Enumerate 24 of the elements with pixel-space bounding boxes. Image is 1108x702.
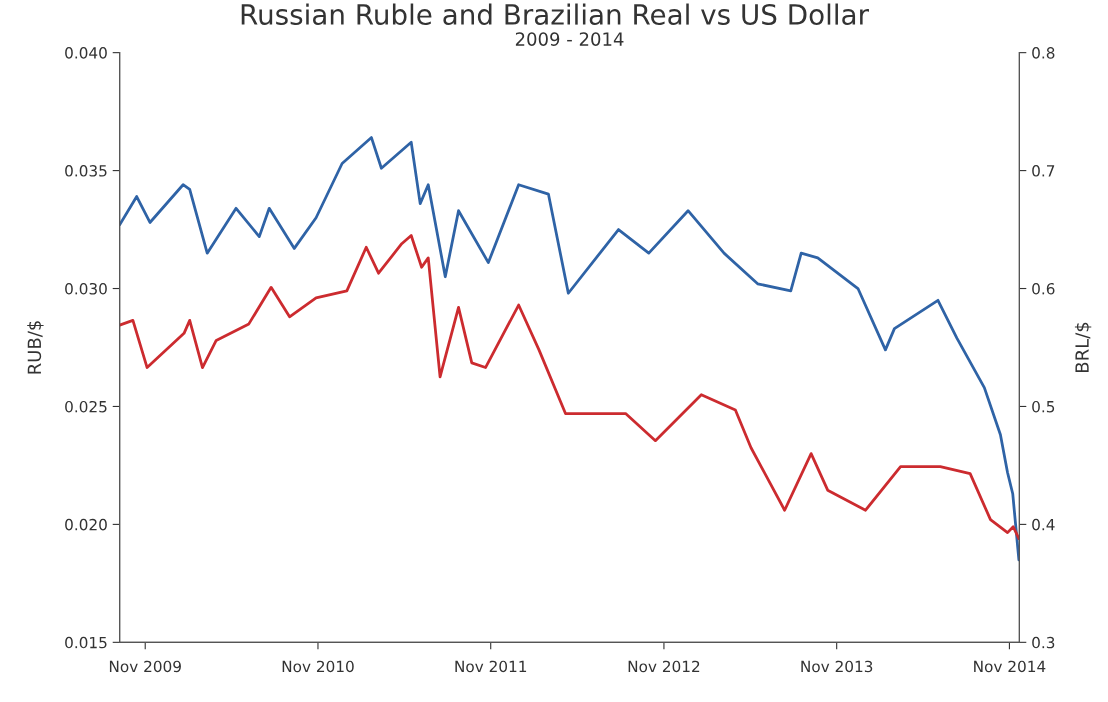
y2-tick-label: 0.8 [1032, 47, 1055, 59]
x-tick-label: Nov 2011 [455, 660, 527, 673]
chart-title: Russian Ruble and Brazilian Real vs US Dollar [241, 3, 869, 26]
x-tick-label: Nov 2010 [282, 660, 354, 673]
y2-tick-label: 0.3 [1032, 636, 1055, 649]
y-tick-label: 0.035 [65, 165, 107, 177]
x-tick-label: Nov 2009 [109, 660, 181, 673]
y2-tick-label: 0.6 [1032, 282, 1055, 295]
y2-tick-label: 0.5 [1032, 400, 1055, 413]
chart-subtitle: 2009 - 2014 [515, 32, 624, 46]
y2-tick-label: 0.7 [1032, 165, 1055, 177]
y-tick-label: 0.020 [65, 518, 107, 531]
y2-axis-title: BRL/$ [1074, 322, 1092, 372]
y-tick-label: 0.040 [65, 47, 107, 59]
x-tick-label: Nov 2014 [974, 660, 1046, 673]
y-tick-label: 0.030 [65, 282, 107, 295]
line-series [119, 136, 1020, 562]
x-tick-label: Nov 2013 [801, 660, 873, 673]
x-tick-label: Nov 2012 [628, 660, 700, 673]
y2-tick-label: 0.4 [1032, 518, 1055, 531]
y-axis-title: RUB/$ [27, 321, 44, 374]
y-tick-label: 0.025 [65, 400, 107, 413]
line-series [119, 234, 1020, 540]
y-tick-label: 0.015 [65, 636, 107, 649]
